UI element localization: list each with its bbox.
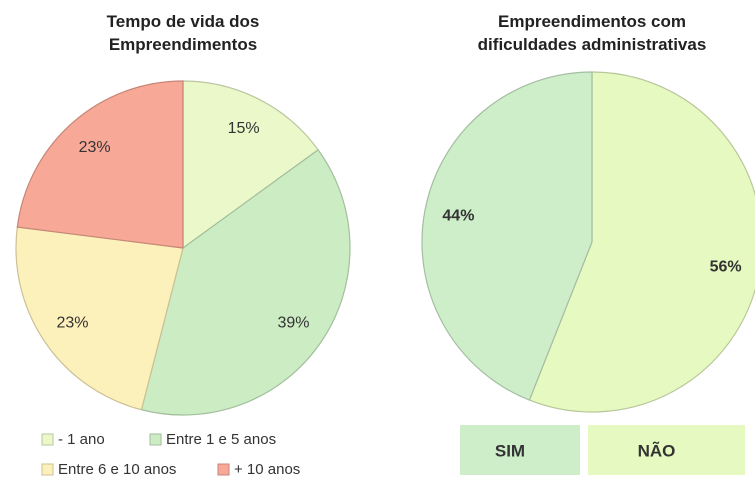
- data-label: 15%: [228, 120, 260, 137]
- legend-label: Entre 6 e 10 anos: [58, 461, 176, 478]
- legend-label: NÃO: [638, 440, 676, 460]
- pie-slice: [182, 80, 319, 250]
- legend-swatch: [41, 463, 54, 476]
- legend-label: - 1 ano: [58, 431, 105, 448]
- legend-swatch: [217, 463, 230, 476]
- pie-slice: [16, 80, 184, 249]
- legend-swatch: [149, 433, 162, 446]
- data-label: 56%: [710, 259, 742, 276]
- legend-label: + 10 anos: [234, 461, 300, 478]
- data-label: 23%: [79, 139, 111, 156]
- pie-slice: [140, 149, 351, 416]
- chart-title: Empreendimentos com dificuldades adminis…: [477, 12, 707, 54]
- chart-title: Tempo de vida dos Empreendimentos: [106, 12, 260, 54]
- legend-swatch: [588, 425, 745, 475]
- legend-swatch: [460, 425, 580, 475]
- pie-slice: [15, 226, 184, 411]
- legend-swatch: [41, 433, 54, 446]
- data-label: 39%: [277, 314, 309, 331]
- legend-label: Entre 1 e 5 anos: [166, 431, 276, 448]
- pie-slice: [528, 71, 755, 413]
- data-label: 23%: [56, 314, 88, 331]
- pie-slice: [421, 71, 593, 401]
- data-label: 44%: [442, 208, 474, 225]
- legend-label: SIM: [495, 441, 525, 460]
